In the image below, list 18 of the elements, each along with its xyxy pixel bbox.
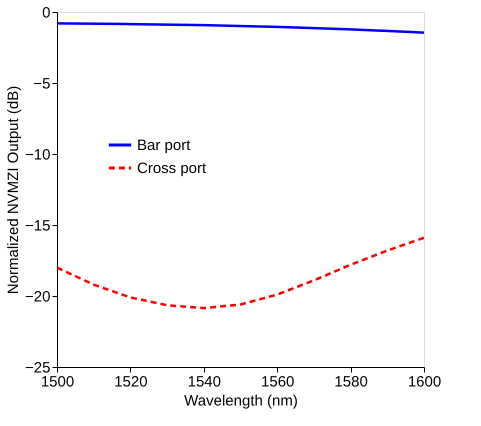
line-series	[57, 22, 424, 34]
y-axis-title: Normalized NVMZI Output (dB)	[5, 86, 22, 294]
x-tick-label: 1540	[188, 374, 221, 390]
x-tick-label: 1580	[334, 374, 368, 390]
y-tick-label: −5	[33, 76, 50, 92]
x-tick-label: 1520	[114, 374, 148, 390]
legend-label: Cross port	[137, 160, 208, 177]
x-tick-label: 1560	[261, 374, 294, 390]
y-tick-label: −20	[25, 288, 50, 306]
legend-label: Bar port	[137, 137, 192, 154]
x-tick-label: 1600	[408, 374, 442, 390]
y-tick-label: −15	[25, 218, 50, 234]
y-tick-label: −10	[25, 146, 50, 164]
x-tick-label: 1500	[40, 374, 74, 390]
line-series	[57, 236, 424, 310]
y-tick-label: 0	[42, 4, 50, 22]
y-tick-label: −25	[25, 360, 50, 376]
x-axis-title: Wavelength (nm)	[184, 392, 298, 410]
